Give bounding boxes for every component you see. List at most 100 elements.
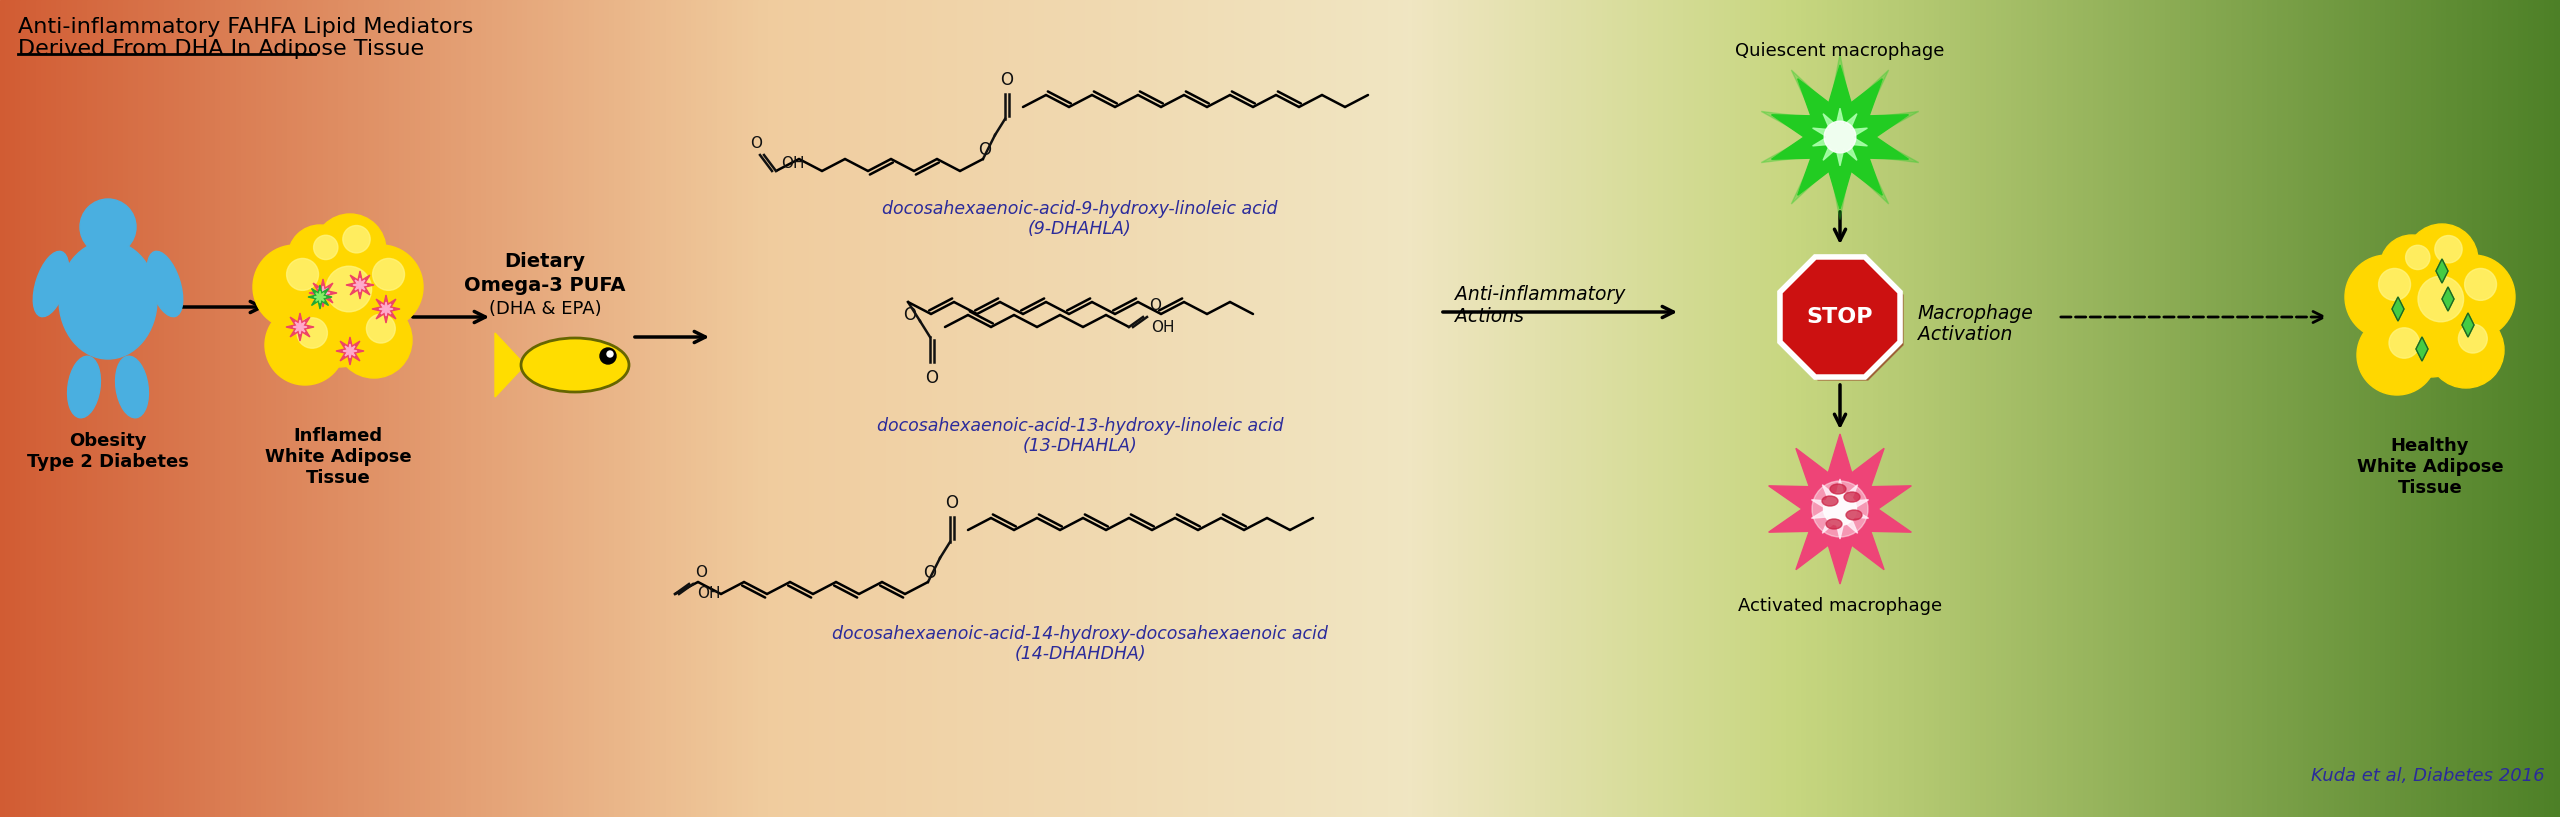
Bar <box>138 0 143 817</box>
Bar <box>1679 0 1684 817</box>
Bar <box>1244 0 1249 817</box>
Bar <box>1193 0 1198 817</box>
Bar <box>481 0 486 817</box>
Polygon shape <box>2391 297 2404 321</box>
Bar <box>26 0 31 817</box>
Bar <box>625 0 630 817</box>
Bar <box>1526 0 1531 817</box>
Bar <box>2022 0 2028 817</box>
Circle shape <box>1812 481 1869 537</box>
Bar <box>1925 0 1930 817</box>
Bar <box>1797 0 1802 817</box>
Bar <box>568 0 573 817</box>
Bar <box>2084 0 2089 817</box>
Ellipse shape <box>1825 519 1843 529</box>
Bar <box>148 0 154 817</box>
Bar <box>2212 0 2217 817</box>
Bar <box>937 0 942 817</box>
Bar <box>1772 0 1777 817</box>
Bar <box>1265 0 1270 817</box>
Bar <box>425 0 430 817</box>
Bar <box>1500 0 1505 817</box>
Bar <box>676 0 681 817</box>
Bar <box>1428 0 1434 817</box>
Bar <box>517 0 522 817</box>
Bar <box>1644 0 1649 817</box>
Bar <box>1981 0 1987 817</box>
Bar <box>2437 0 2442 817</box>
Bar <box>323 0 328 817</box>
Bar <box>1352 0 1357 817</box>
Bar <box>799 0 804 817</box>
Bar <box>1951 0 1956 817</box>
Bar <box>1316 0 1321 817</box>
Bar <box>527 0 532 817</box>
Bar <box>497 0 502 817</box>
Bar <box>328 0 333 817</box>
Bar <box>200 0 205 817</box>
Bar <box>2427 0 2432 817</box>
Bar <box>1423 0 1428 817</box>
Bar <box>630 0 635 817</box>
Bar <box>1587 0 1592 817</box>
Bar <box>297 0 302 817</box>
Bar <box>2048 0 2053 817</box>
Bar <box>1859 0 1864 817</box>
Bar <box>2345 0 2350 817</box>
Bar <box>1894 0 1900 817</box>
Bar <box>584 0 589 817</box>
Bar <box>1290 0 1295 817</box>
Bar <box>2273 0 2278 817</box>
Text: O: O <box>945 494 957 512</box>
Bar <box>1137 0 1142 817</box>
Bar <box>1469 0 1475 817</box>
Bar <box>1393 0 1398 817</box>
Polygon shape <box>292 320 307 334</box>
Bar <box>2412 0 2417 817</box>
Bar <box>543 0 548 817</box>
Circle shape <box>335 302 412 378</box>
Bar <box>1162 0 1167 817</box>
Bar <box>97 0 102 817</box>
Bar <box>671 0 676 817</box>
Bar <box>210 0 215 817</box>
Bar <box>2534 0 2540 817</box>
Bar <box>1357 0 1362 817</box>
Bar <box>2222 0 2227 817</box>
Bar <box>159 0 164 817</box>
Bar <box>1254 0 1260 817</box>
Bar <box>1490 0 1495 817</box>
Bar <box>1551 0 1556 817</box>
Bar <box>1050 0 1055 817</box>
Bar <box>1690 0 1695 817</box>
Bar <box>681 0 686 817</box>
Bar <box>1459 0 1464 817</box>
Bar <box>374 0 379 817</box>
Bar <box>2478 0 2483 817</box>
Polygon shape <box>1812 108 1866 166</box>
Bar <box>415 0 420 817</box>
Bar <box>1280 0 1285 817</box>
Circle shape <box>2358 315 2437 395</box>
Bar <box>2176 0 2181 817</box>
Bar <box>978 0 983 817</box>
Bar <box>476 0 481 817</box>
Bar <box>430 0 435 817</box>
Bar <box>312 0 317 817</box>
Bar <box>635 0 640 817</box>
Bar <box>732 0 737 817</box>
Bar <box>2186 0 2191 817</box>
Bar <box>133 0 138 817</box>
Bar <box>876 0 881 817</box>
Bar <box>1531 0 1536 817</box>
Bar <box>2258 0 2263 817</box>
Bar <box>927 0 932 817</box>
Bar <box>1664 0 1669 817</box>
Text: STOP: STOP <box>1807 307 1874 327</box>
Bar <box>911 0 916 817</box>
Bar <box>1188 0 1193 817</box>
Bar <box>205 0 210 817</box>
Bar <box>1756 0 1761 817</box>
Bar <box>1510 0 1516 817</box>
Bar <box>794 0 799 817</box>
